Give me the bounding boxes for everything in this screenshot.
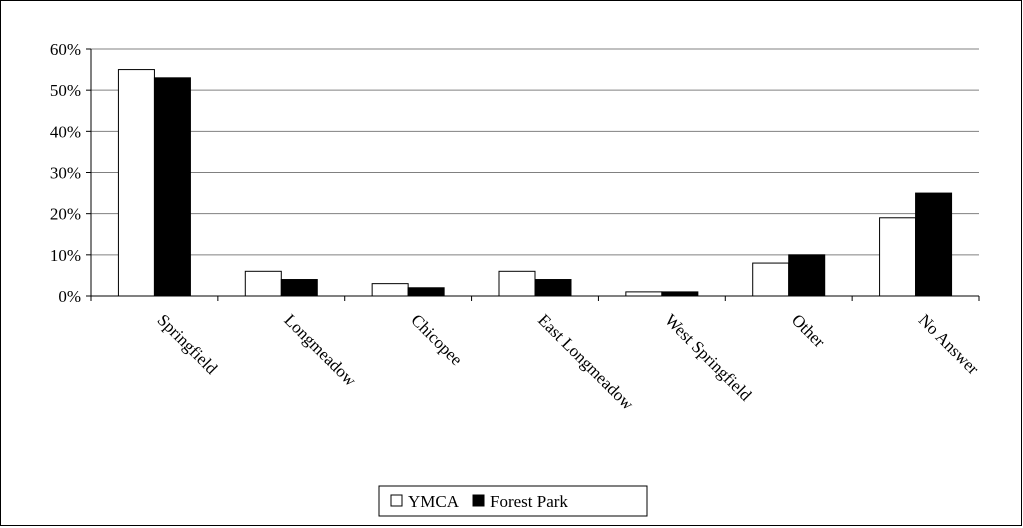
bar-ymca [625, 291, 663, 297]
bar-ymca [879, 217, 917, 297]
bars [117, 69, 953, 297]
x-tick-label: Chicopee [407, 310, 466, 369]
legend-swatch [390, 494, 403, 507]
legend-label: YMCA [408, 492, 460, 511]
y-tick-label: 20% [50, 205, 81, 224]
legend: YMCA Forest Park [378, 485, 648, 517]
bar-forest-park [788, 254, 826, 297]
y-tick-label: 40% [50, 122, 81, 141]
x-tick-label: West Springfield [661, 310, 756, 405]
bar-forest-park [280, 279, 318, 297]
y-tick-labels: 0% 10% 20% 30% 40% 50% 60% [50, 40, 81, 306]
bar-ymca [244, 270, 282, 297]
axes [86, 48, 980, 301]
x-tick-labels: Springfield Longmeadow Chicopee East Longme… [154, 310, 983, 414]
y-tick-label: 30% [50, 164, 81, 183]
legend-label: Forest Park [490, 492, 568, 511]
y-tick-label: 0% [58, 287, 81, 306]
legend-box [378, 485, 648, 517]
gridlines [91, 48, 979, 256]
bar-ymca [752, 262, 790, 297]
bar-ymca [371, 283, 409, 297]
bar-ymca [117, 69, 155, 297]
x-tick-label: Springfield [154, 310, 222, 378]
x-tick-label: No Answer [915, 310, 983, 378]
bar-forest-park [661, 291, 699, 297]
x-tick-label: Longmeadow [280, 310, 360, 390]
legend-swatch [472, 494, 485, 507]
bar-forest-park [534, 279, 572, 297]
bar-forest-park [153, 77, 191, 297]
x-tick-label: East Longmeadow [534, 310, 638, 414]
y-tick-label: 50% [50, 81, 81, 100]
y-tick-label: 60% [50, 40, 81, 59]
bar-forest-park [915, 192, 953, 297]
x-tick-label: Other [788, 310, 829, 351]
y-tick-label: 10% [50, 246, 81, 265]
bar-ymca [498, 270, 536, 297]
bar-forest-park [407, 287, 445, 297]
